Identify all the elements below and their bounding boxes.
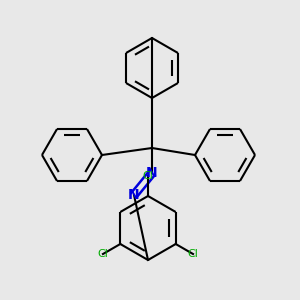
Text: Cl: Cl [142,171,153,181]
Text: Cl: Cl [98,249,108,259]
Text: Cl: Cl [188,249,199,259]
Text: N: N [128,188,140,202]
Text: N: N [146,166,158,180]
